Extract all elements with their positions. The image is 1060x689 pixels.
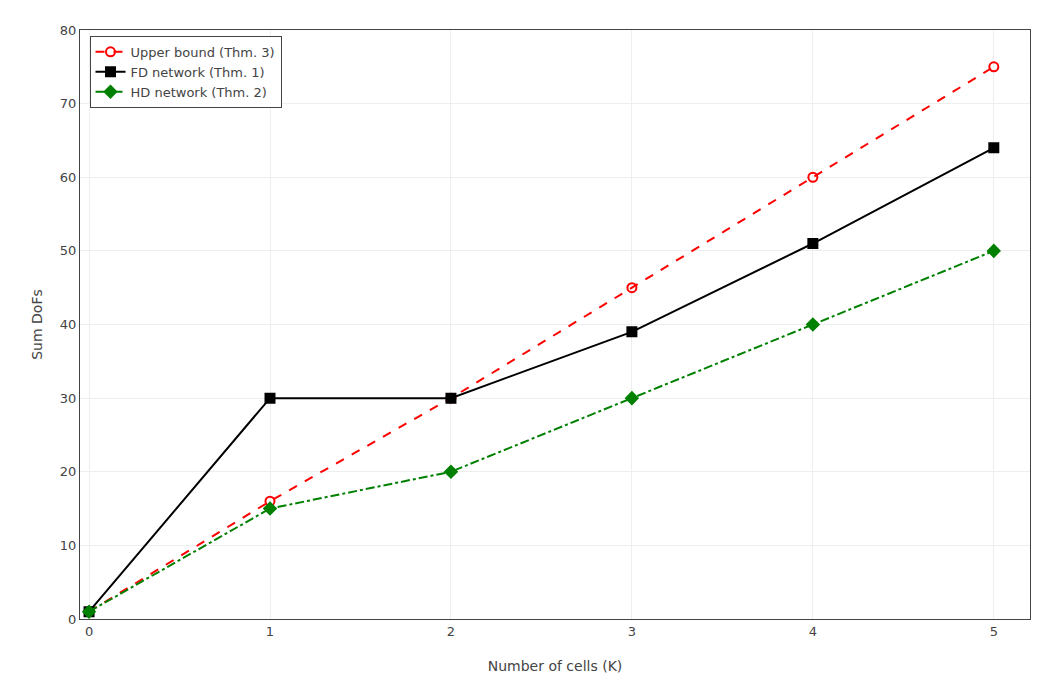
svg-text:0: 0 bbox=[85, 624, 93, 639]
svg-text:Upper bound (Thm. 3): Upper bound (Thm. 3) bbox=[131, 45, 275, 60]
svg-text:3: 3 bbox=[628, 624, 636, 639]
svg-text:HD network (Thm. 2): HD network (Thm. 2) bbox=[131, 85, 267, 100]
svg-text:0: 0 bbox=[68, 612, 76, 627]
svg-text:1: 1 bbox=[266, 624, 274, 639]
svg-text:30: 30 bbox=[60, 391, 77, 406]
svg-text:50: 50 bbox=[60, 243, 77, 258]
svg-text:70: 70 bbox=[60, 96, 77, 111]
svg-text:40: 40 bbox=[60, 317, 77, 332]
svg-text:10: 10 bbox=[60, 538, 77, 553]
svg-text:FD network (Thm. 1): FD network (Thm. 1) bbox=[131, 65, 265, 80]
svg-text:5: 5 bbox=[990, 624, 998, 639]
svg-text:Number of cells (K): Number of cells (K) bbox=[488, 658, 623, 674]
svg-text:4: 4 bbox=[809, 624, 817, 639]
svg-text:Sum DoFs: Sum DoFs bbox=[29, 289, 45, 360]
svg-text:80: 80 bbox=[60, 23, 77, 38]
svg-text:60: 60 bbox=[60, 170, 77, 185]
svg-text:2: 2 bbox=[447, 624, 455, 639]
svg-text:20: 20 bbox=[60, 464, 77, 479]
